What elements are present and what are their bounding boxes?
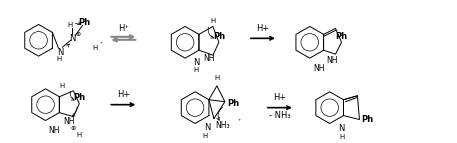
- Text: H+: H+: [256, 24, 270, 33]
- Text: NH: NH: [326, 56, 337, 65]
- Text: H: H: [210, 17, 216, 23]
- Text: H: H: [93, 45, 98, 51]
- Text: H: H: [214, 75, 219, 81]
- Text: H+: H+: [273, 93, 287, 102]
- Text: N: N: [57, 48, 64, 57]
- Text: H⁺: H⁺: [118, 24, 129, 33]
- Text: ⊕: ⊕: [71, 126, 76, 131]
- Text: NH: NH: [203, 54, 215, 63]
- Text: NH: NH: [313, 63, 324, 73]
- Text: H: H: [60, 83, 65, 89]
- Text: H: H: [77, 132, 82, 138]
- Text: Ph: Ph: [213, 32, 225, 41]
- Text: Ph: Ph: [335, 32, 348, 41]
- Text: - NH₃: - NH₃: [269, 111, 291, 120]
- Text: H: H: [339, 134, 344, 140]
- Text: Ph: Ph: [73, 93, 85, 102]
- Text: H: H: [68, 22, 73, 28]
- Text: N: N: [204, 123, 210, 132]
- Text: ⁺: ⁺: [237, 119, 240, 124]
- Text: N: N: [193, 58, 199, 67]
- Text: H: H: [202, 133, 207, 139]
- Text: Ph: Ph: [79, 18, 90, 27]
- Text: Ph: Ph: [227, 99, 239, 108]
- Text: NH: NH: [64, 117, 75, 126]
- Text: N: N: [338, 124, 345, 133]
- Text: NH₃: NH₃: [216, 121, 230, 130]
- Text: NH: NH: [48, 126, 60, 135]
- Text: H: H: [193, 67, 199, 73]
- Text: H: H: [56, 56, 61, 62]
- Text: Ph: Ph: [361, 115, 373, 124]
- Text: N: N: [69, 34, 76, 43]
- Text: H+: H+: [117, 90, 130, 99]
- Text: ⁺: ⁺: [100, 42, 103, 47]
- Text: ⊕: ⊕: [76, 32, 81, 37]
